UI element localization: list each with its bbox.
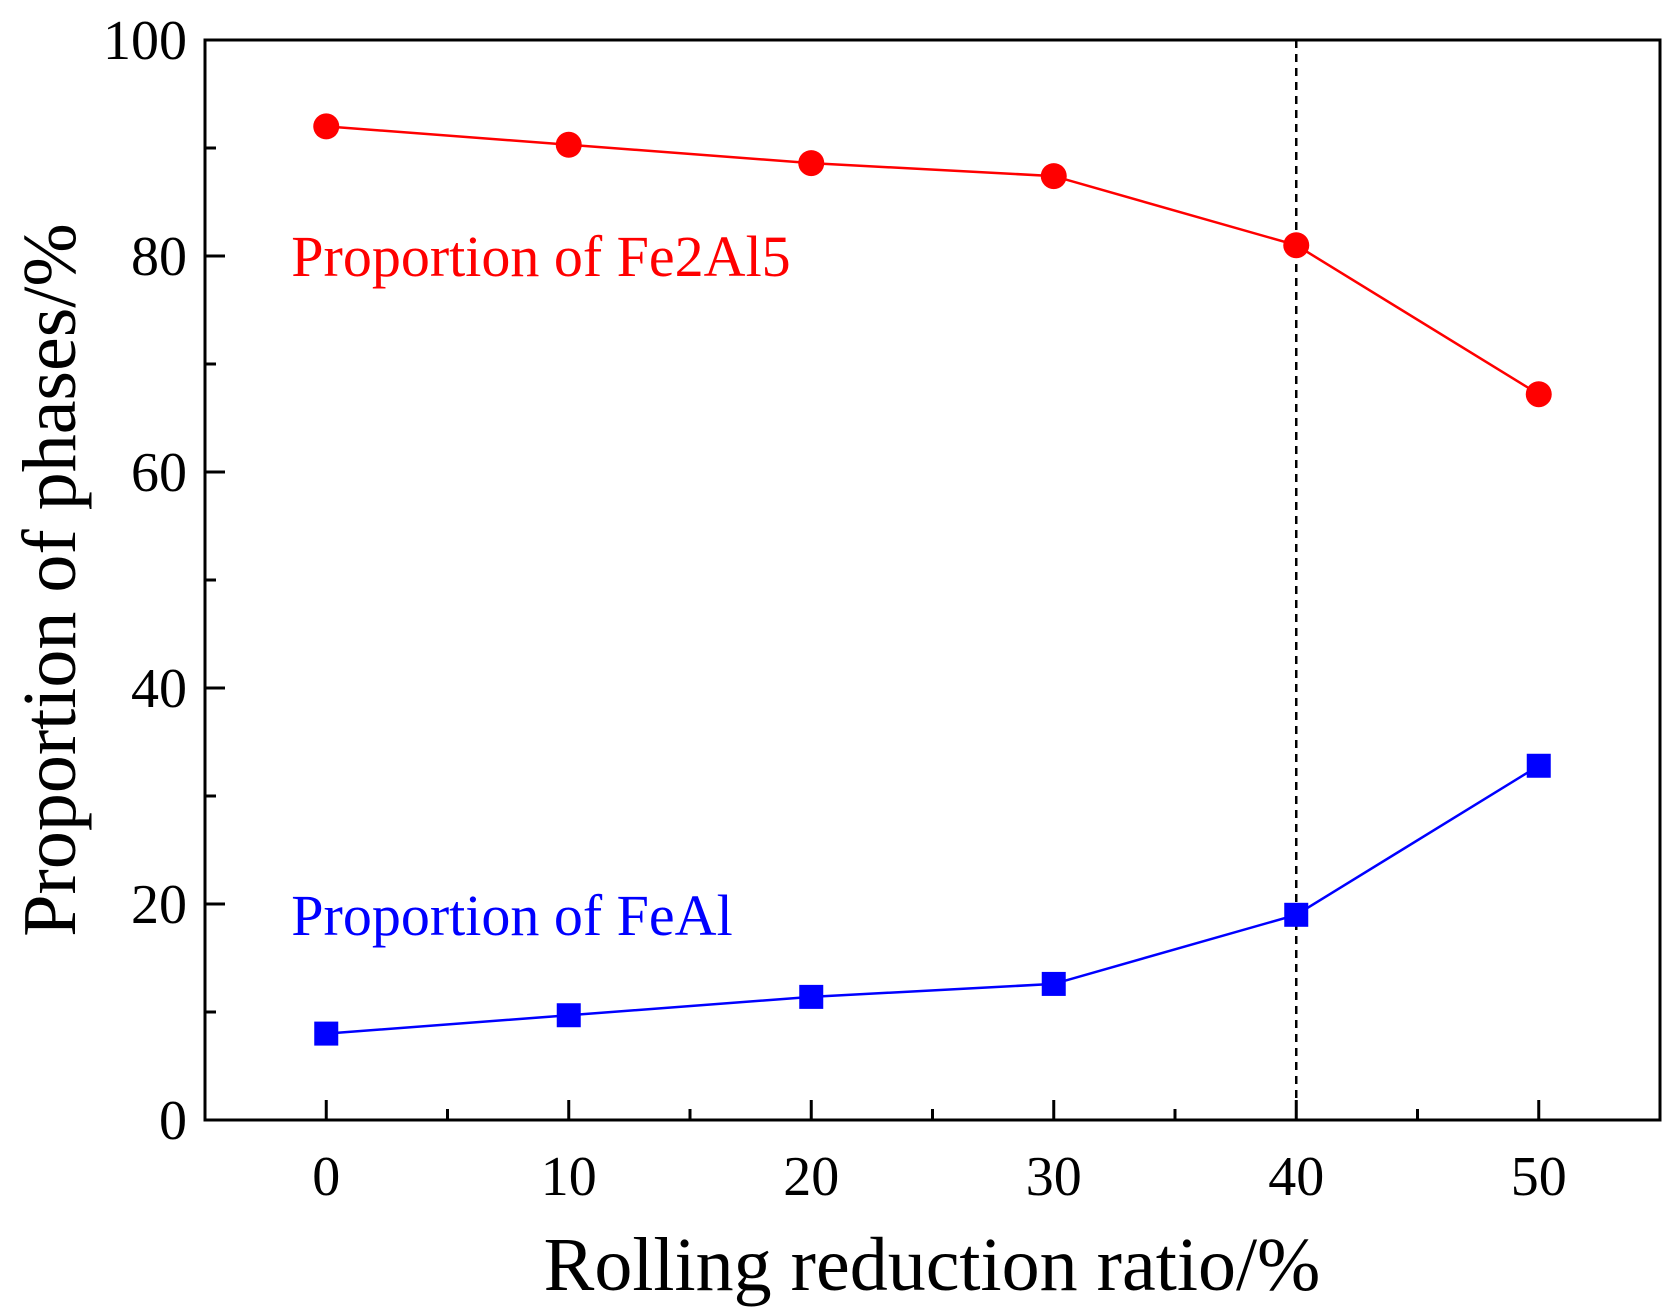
y-tick-label-40: 40: [131, 658, 187, 720]
point-Fe2Al5-20: [798, 150, 825, 177]
point-Fe2Al5-30: [1040, 163, 1067, 190]
x-tick-label-30: 30: [1026, 1146, 1082, 1208]
series-FeAl: Proportion of FeAl: [291, 753, 1551, 1046]
series-label-FeAl: Proportion of FeAl: [291, 883, 732, 948]
point-FeAl-10: [556, 1003, 581, 1028]
point-Fe2Al5-0: [313, 113, 340, 140]
point-FeAl-40: [1284, 902, 1309, 927]
plot-frame: [203, 38, 1662, 1122]
point-Fe2Al5-40: [1283, 232, 1310, 259]
y-tick-label-80: 80: [131, 226, 187, 288]
point-FeAl-0: [314, 1021, 339, 1046]
point-Fe2Al5-50: [1525, 381, 1552, 408]
point-Fe2Al5-10: [555, 131, 582, 158]
x-tick-label-50: 50: [1511, 1146, 1567, 1208]
y-tick-label-0: 0: [159, 1090, 187, 1152]
series-layer: Proportion of Fe2Al5 Proportion of FeAl: [291, 113, 1552, 1046]
x-axis-title: Rolling reduction ratio/%: [544, 1223, 1321, 1307]
x-tick-label-0: 0: [312, 1146, 340, 1208]
point-FeAl-50: [1526, 753, 1551, 778]
x-tick-label-20: 20: [783, 1146, 839, 1208]
x-tick-label-40: 40: [1268, 1146, 1324, 1208]
point-FeAl-20: [799, 984, 824, 1009]
y-tick-label-20: 20: [131, 874, 187, 936]
y-tick-label-60: 60: [131, 442, 187, 504]
y-tick-label-100: 100: [103, 10, 187, 72]
point-FeAl-30: [1041, 971, 1066, 996]
series-label-Fe2Al5: Proportion of Fe2Al5: [291, 224, 790, 289]
series-line-Fe2Al5: [326, 125, 1540, 396]
y-axis-title: Proportion of phases/%: [8, 223, 92, 936]
axis-ticks: 0 10 20 30 40 50 0 20 40 60 80 100: [103, 10, 1567, 1208]
x-tick-label-10: 10: [541, 1146, 597, 1208]
series-line-FeAl: [326, 764, 1540, 1035]
series-Fe2Al5: Proportion of Fe2Al5: [291, 113, 1552, 408]
